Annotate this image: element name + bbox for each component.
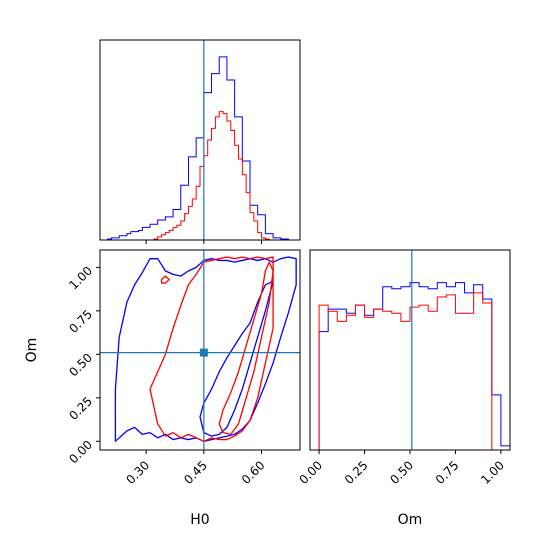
joint-xtick-label-1: 0.45 xyxy=(181,458,210,487)
contour-lines xyxy=(114,256,297,442)
contour-blue-inner-1 xyxy=(199,280,274,437)
om-hist-series-1 xyxy=(310,292,510,451)
joint-truth-marker xyxy=(199,348,208,357)
joint-ytick-label-1: 0.25 xyxy=(66,394,95,423)
joint-ytick-label-4: 1.00 xyxy=(66,264,95,293)
joint-ytick-label-2: 0.50 xyxy=(66,351,95,380)
h0-hist-series-1 xyxy=(103,111,300,241)
joint-xtick-label-0: 0.30 xyxy=(123,458,152,487)
contour-blue-outer-0 xyxy=(114,256,297,442)
om-hist-xtick-label-3: 0.75 xyxy=(433,458,462,487)
joint-xtick-label-2: 0.60 xyxy=(239,458,268,487)
joint-ytick-label-0: 0.00 xyxy=(66,438,95,467)
h0-hist-frame xyxy=(99,39,301,241)
contour-red-outer-2 xyxy=(149,256,274,442)
om-hist-xtick-label-4: 1.00 xyxy=(478,458,507,487)
h0-hist-series-0 xyxy=(103,56,300,241)
joint-ylabel: Om xyxy=(24,338,40,363)
om-hist-frame xyxy=(309,249,511,451)
joint-xlabel: H0 xyxy=(190,512,209,528)
h0-marginal-panel xyxy=(99,39,301,244)
contour-red-inner-3 xyxy=(218,261,274,435)
om-hist-xtick-label-0: 0.00 xyxy=(296,458,325,487)
contour-red-island-4 xyxy=(160,275,170,284)
h0-om-contour-panel: 0.30 0.45 0.60 0.00 0.25 0.50 0.75 1.00 xyxy=(66,249,301,487)
om-xlabel: Om xyxy=(398,512,423,528)
om-hist-xtick-label-1: 0.25 xyxy=(342,458,371,487)
joint-ytick-label-3: 0.75 xyxy=(66,307,95,336)
om-hist-xtick-label-2: 0.50 xyxy=(387,458,416,487)
joint-frame xyxy=(99,249,301,451)
om-marginal-panel: 0.00 0.25 0.50 0.75 1.00 xyxy=(296,249,511,487)
om-hist-series-0 xyxy=(310,282,511,451)
